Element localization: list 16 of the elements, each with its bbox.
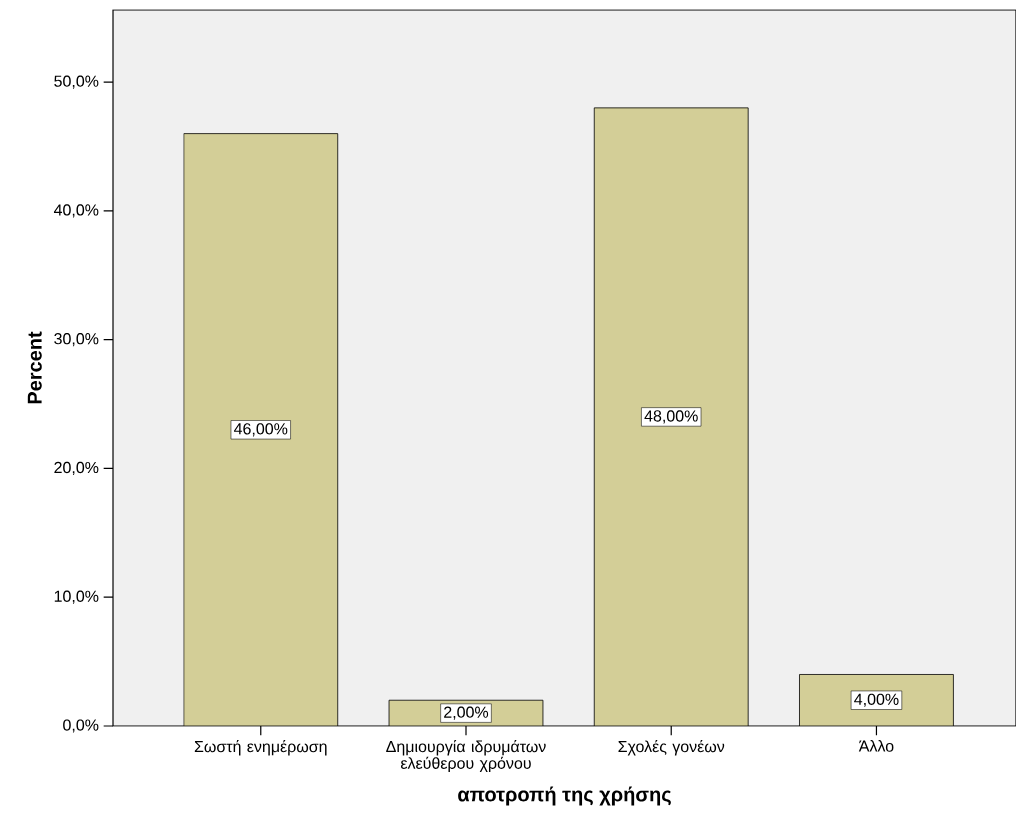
y-tick-label: 40,0% [53, 204, 99, 218]
data-label: 2,00% [444, 706, 489, 720]
y-tick-label: 30,0% [54, 333, 99, 347]
x-axis-title: αποτροπή της χρήσης [458, 786, 671, 806]
x-tick-label: Δημιουργία ιδρυμάτων ελεύθερου χρόνου [386, 740, 546, 773]
y-tick-label: 50,0% [54, 75, 99, 89]
data-label: 46,00% [234, 423, 288, 437]
x-tick-label: Άλλο [858, 740, 894, 752]
y-tick-label: 0,0% [63, 719, 99, 733]
data-label: 48,00% [644, 410, 698, 424]
y-tick-label: 10,0% [54, 590, 99, 604]
data-label: 4,00% [854, 693, 899, 707]
y-axis-title: Percent [27, 331, 42, 404]
x-tick-label: Σχολές γονέων [618, 740, 725, 756]
x-tick-label: Σωστή ενημέρωση [194, 740, 327, 756]
y-tick-label: 20,0% [54, 461, 99, 476]
